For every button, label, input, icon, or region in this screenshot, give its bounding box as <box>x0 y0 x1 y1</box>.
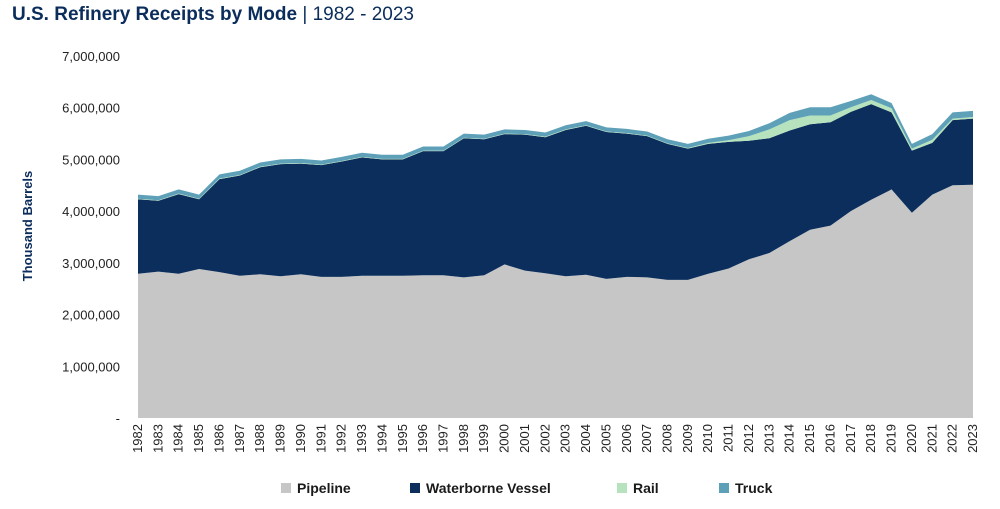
chart-title-subtitle: 1982 - 2023 <box>312 4 414 25</box>
x-tick-label: 2018 <box>863 424 878 453</box>
x-tick-label: 2015 <box>802 424 817 453</box>
y-axis-label: Thousand Barrels <box>20 171 35 282</box>
x-tick-label: 2017 <box>843 424 858 453</box>
y-tick-label: 6,000,000 <box>62 101 120 116</box>
x-tick-label: 1984 <box>171 424 186 453</box>
y-tick-label: 2,000,000 <box>62 308 120 323</box>
y-axis-ticks: - 1,000,000 2,000,000 3,000,000 4,000,000 5,0… <box>62 49 120 426</box>
area-series-rail <box>138 99 973 201</box>
x-tick-label: 2010 <box>700 424 715 453</box>
y-tick-label: 5,000,000 <box>62 152 120 167</box>
x-tick-label: 1985 <box>191 424 206 453</box>
area-series-truck <box>138 94 973 201</box>
x-tick-label: 1992 <box>334 424 349 453</box>
y-tick-label: - <box>116 411 120 426</box>
x-tick-label: 1999 <box>476 424 491 453</box>
x-tick-label: 1988 <box>252 424 267 453</box>
legend-swatch-pipeline <box>281 483 291 493</box>
legend-label-truck: Truck <box>735 480 773 496</box>
x-tick-label: 1994 <box>374 424 389 453</box>
legend-item-waterborne-vessel: Waterborne Vessel <box>410 480 551 496</box>
x-tick-label: 2006 <box>619 424 634 453</box>
legend-swatch-truck <box>719 483 729 493</box>
x-tick-label: 2011 <box>721 424 736 452</box>
legend-item-rail: Rail <box>617 480 659 496</box>
chart-areas <box>138 94 973 418</box>
x-tick-label: 1991 <box>313 424 328 453</box>
x-tick-label: 2012 <box>741 424 756 453</box>
area-series-pipeline <box>138 184 973 418</box>
area-series-waterborne-vessel <box>138 104 973 280</box>
x-tick-label: 1983 <box>150 424 165 453</box>
x-tick-label: 2014 <box>782 424 797 453</box>
x-tick-label: 2020 <box>904 424 919 453</box>
legend-label-rail: Rail <box>633 480 659 496</box>
legend-label-waterborne-vessel: Waterborne Vessel <box>426 480 551 496</box>
x-tick-label: 2001 <box>517 424 532 453</box>
x-tick-label: 2004 <box>578 424 593 453</box>
x-tick-label: 1987 <box>232 424 247 453</box>
chart-legend: Pipeline Waterborne Vessel Rail Truck <box>0 480 1000 502</box>
x-tick-label: 2009 <box>680 424 695 453</box>
x-tick-label: 2023 <box>965 424 980 453</box>
y-tick-label: 4,000,000 <box>62 204 120 219</box>
y-tick-label: 3,000,000 <box>62 256 120 271</box>
legend-swatch-rail <box>617 483 627 493</box>
area-chart: - 1,000,000 2,000,000 3,000,000 4,000,000 5,0… <box>20 49 980 453</box>
x-tick-label: 2019 <box>884 424 899 453</box>
x-tick-label: 2007 <box>639 424 654 453</box>
x-tick-label: 1996 <box>415 424 430 453</box>
x-tick-label: 1982 <box>130 424 145 453</box>
x-tick-label: 1990 <box>293 424 308 453</box>
x-tick-label: 1998 <box>456 424 471 453</box>
chart-title: U.S. Refinery Receipts by Mode | 1982 - … <box>12 4 414 26</box>
x-tick-label: 2003 <box>558 424 573 453</box>
x-tick-label: 1986 <box>211 424 226 453</box>
x-tick-label: 2013 <box>761 424 776 453</box>
x-tick-label: 2021 <box>924 424 939 453</box>
chart-title-separator: | <box>297 4 313 25</box>
legend-item-pipeline: Pipeline <box>281 480 351 496</box>
x-tick-label: 1997 <box>435 424 450 453</box>
x-tick-label: 2000 <box>497 424 512 453</box>
x-tick-label: 1989 <box>273 424 288 453</box>
x-tick-label: 2016 <box>822 424 837 453</box>
y-tick-label: 7,000,000 <box>62 49 120 64</box>
x-axis-ticks: 1982 1983 1984 1985 1986 1987 1988 1989 1990 1991… <box>130 424 980 453</box>
x-tick-label: 2005 <box>598 424 613 453</box>
legend-item-truck: Truck <box>719 480 772 496</box>
x-tick-label: 1993 <box>354 424 369 453</box>
x-tick-label: 2002 <box>537 424 552 453</box>
x-tick-label: 2022 <box>945 424 960 453</box>
y-tick-label: 1,000,000 <box>62 359 120 374</box>
legend-swatch-waterborne-vessel <box>410 483 420 493</box>
x-tick-label: 2008 <box>660 424 675 453</box>
legend-label-pipeline: Pipeline <box>297 480 351 496</box>
x-tick-label: 1995 <box>395 424 410 453</box>
chart-title-main: U.S. Refinery Receipts by Mode <box>12 4 298 25</box>
